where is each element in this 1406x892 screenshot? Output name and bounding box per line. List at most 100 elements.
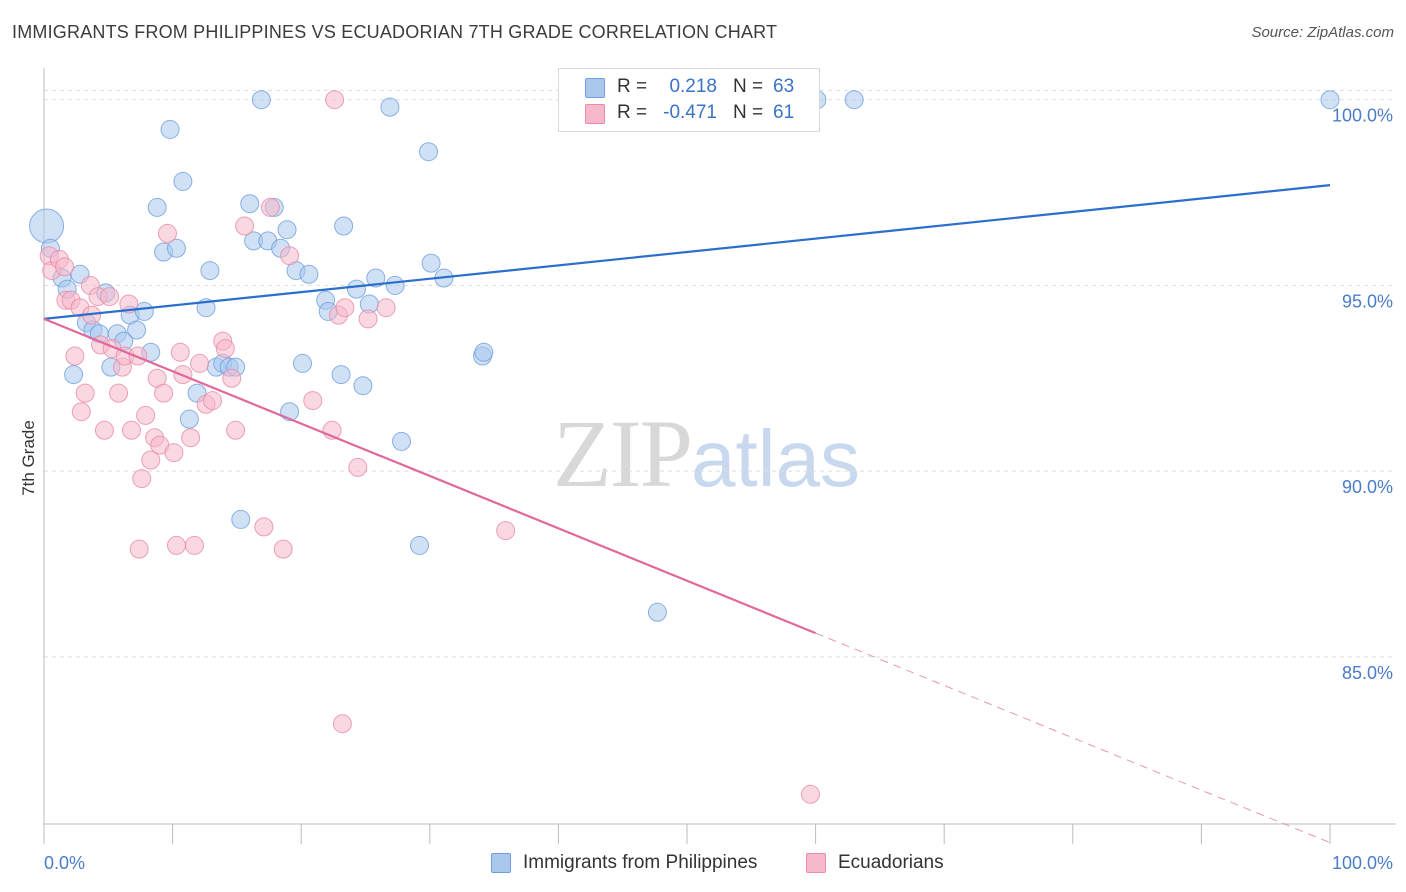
ecuadorian-point xyxy=(358,309,378,329)
philippines-point xyxy=(334,216,354,236)
ecuadorian-point xyxy=(170,342,190,362)
philippines-point xyxy=(200,261,220,281)
ecuadorian-point xyxy=(129,539,149,559)
ecuadorian-point xyxy=(260,197,280,217)
philippines-point xyxy=(1320,90,1340,110)
philippines-point xyxy=(419,142,439,162)
philippines-point xyxy=(251,90,271,110)
legend-r-label: R = xyxy=(617,76,648,97)
y-tick-label: 90.0% xyxy=(1342,477,1393,497)
philippines-point xyxy=(392,431,412,451)
ecuadorian-point xyxy=(94,420,114,440)
watermark: ZIPatlas xyxy=(553,398,860,509)
y-tick-label: 95.0% xyxy=(1342,291,1393,311)
philippines-point xyxy=(380,97,400,117)
legend-n-label: N = xyxy=(733,102,764,123)
ecuadorian-point xyxy=(348,457,368,477)
x-tick-label: 100.0% xyxy=(1332,853,1393,873)
ecuadorian-point xyxy=(202,391,222,411)
ecuadorian-point xyxy=(154,383,174,403)
ecuadorian-point xyxy=(222,368,242,388)
ecuadorian-point xyxy=(303,391,323,411)
ecuadorian-point xyxy=(141,450,161,470)
ecuadorian-point xyxy=(109,383,129,403)
philippines-point xyxy=(231,509,251,529)
philippines-point xyxy=(147,197,167,217)
philippines-point xyxy=(240,194,260,214)
ecuadorian-point xyxy=(121,420,141,440)
ecuadorian-point xyxy=(100,287,120,307)
trend-line-ecuadorians xyxy=(43,317,817,635)
ecuadorian-point xyxy=(55,257,75,277)
ecuadorian-point xyxy=(226,420,246,440)
philippines-point xyxy=(410,535,430,555)
philippines-point xyxy=(179,409,199,429)
trend-line-philippines xyxy=(43,184,1331,320)
ecuadorian-point xyxy=(164,443,184,463)
watermark-atlas: atlas xyxy=(691,414,860,503)
ecuadorian-point xyxy=(190,353,210,373)
philippines-point xyxy=(421,253,441,273)
philippines-point xyxy=(331,365,351,385)
ecuadorian-point xyxy=(136,405,156,425)
ecuadorian-point xyxy=(332,714,352,734)
philippines-point xyxy=(844,90,864,110)
ecuadorian-point xyxy=(132,469,152,489)
series-swatch-pink xyxy=(806,853,826,873)
ecuadorian-point xyxy=(71,402,91,422)
legend-n-value: 63 xyxy=(773,76,795,97)
philippines-point xyxy=(292,353,312,373)
ecuadorian-point xyxy=(496,521,516,541)
ecuadorian-point xyxy=(75,383,95,403)
x-tick-label: 0.0% xyxy=(44,853,85,873)
philippines-point xyxy=(385,275,405,295)
ecuadorian-point xyxy=(65,346,85,366)
trend-line-ecuadorians-extrapolated xyxy=(815,632,1331,844)
ecuadorian-point xyxy=(280,246,300,266)
philippines-point xyxy=(160,119,180,139)
philippines-point xyxy=(346,279,366,299)
ecuadorian-point xyxy=(235,216,255,236)
legend-swatch-pink xyxy=(585,104,605,124)
ecuadorian-point xyxy=(800,784,820,804)
legend-n-label: N = xyxy=(733,76,764,97)
series-swatch-blue xyxy=(491,853,511,873)
philippines-point xyxy=(166,238,186,258)
philippines-point xyxy=(64,365,84,385)
philippines-point xyxy=(647,602,667,622)
stats-legend: R = 0.218 N = 63 R = -0.471 N = 61 xyxy=(558,68,820,132)
philippines-point xyxy=(353,376,373,396)
philippines-point xyxy=(127,320,147,340)
y-axis-title: 7th Grade xyxy=(19,420,38,496)
philippines-point xyxy=(299,264,319,284)
chart-title: IMMIGRANTS FROM PHILIPPINES VS ECUADORIA… xyxy=(12,22,778,42)
philippines-point xyxy=(366,268,386,288)
y-tick-label: 100.0% xyxy=(1332,106,1393,126)
ecuadorian-point xyxy=(184,535,204,555)
ecuadorian-point xyxy=(273,539,293,559)
series-legend: Immigrants from Philippines Ecuadorians xyxy=(0,852,1406,878)
philippines-point xyxy=(173,171,193,191)
legend-row-ecuadorians: R = -0.471 N = 61 xyxy=(559,101,819,127)
y-tick-label: 85.0% xyxy=(1342,663,1393,683)
legend-r-value: -0.471 xyxy=(663,102,717,123)
watermark-zip: ZIP xyxy=(553,400,693,507)
source-credit: Source: ZipAtlas.com xyxy=(1251,24,1394,41)
series-label-ecuadorians: Ecuadorians xyxy=(838,852,944,873)
ecuadorian-point xyxy=(254,517,274,537)
ecuadorian-point xyxy=(325,90,345,110)
legend-r-value: 0.218 xyxy=(669,76,717,97)
legend-row-philippines: R = 0.218 N = 63 xyxy=(559,75,819,101)
legend-r-label: R = xyxy=(617,102,648,123)
legend-n-value: 61 xyxy=(773,102,795,123)
philippines-point xyxy=(29,208,65,244)
legend-swatch-blue xyxy=(585,78,605,98)
ecuadorian-point xyxy=(335,298,355,318)
ecuadorian-point xyxy=(215,339,235,359)
ecuadorian-point xyxy=(181,428,201,448)
series-label-philippines: Immigrants from Philippines xyxy=(523,852,758,873)
ecuadorian-point xyxy=(166,535,186,555)
ecuadorian-point xyxy=(376,298,396,318)
philippines-point xyxy=(277,220,297,240)
